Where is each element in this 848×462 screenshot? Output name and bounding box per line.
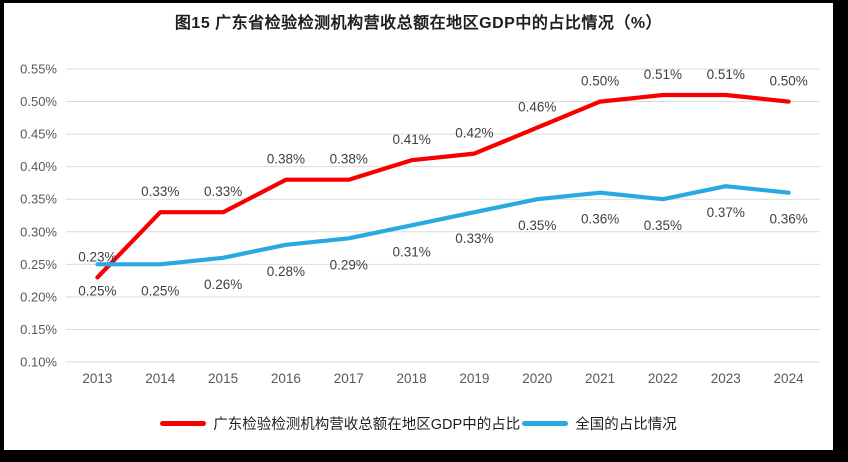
data-label: 0.25% <box>78 283 116 298</box>
data-label: 0.50% <box>581 74 619 89</box>
data-label: 0.42% <box>455 126 493 141</box>
series-line-guangdong <box>95 92 791 280</box>
data-label: 0.33% <box>455 231 493 246</box>
data-label: 0.29% <box>330 257 368 272</box>
y-tick-label: 0.55% <box>20 62 57 77</box>
data-label: 0.36% <box>581 212 619 227</box>
data-label: 0.23% <box>78 249 116 264</box>
x-tick-label: 2015 <box>208 371 238 386</box>
chart-legend: 广东检验检测机构营收总额在地区GDP中的占比 全国的占比情况 <box>4 409 833 437</box>
y-tick-label: 0.10% <box>20 355 57 370</box>
chart-title: 图15 广东省检验检测机构营收总额在地区GDP中的占比情况（%） <box>174 15 663 32</box>
x-tick-label: 2018 <box>397 371 427 386</box>
y-tick-label: 0.20% <box>20 289 57 304</box>
x-tick-label: 2022 <box>648 371 678 386</box>
x-tick-label: 2016 <box>271 371 301 386</box>
legend-item-national: 全国的占比情况 <box>522 413 677 434</box>
y-tick-label: 0.30% <box>20 224 57 239</box>
y-tick-label: 0.15% <box>20 322 57 337</box>
legend-item-guangdong: 广东检验检测机构营收总额在地区GDP中的占比 <box>160 413 520 434</box>
legend-label-guangdong: 广东检验检测机构营收总额在地区GDP中的占比 <box>213 416 521 433</box>
data-label: 0.35% <box>518 218 556 233</box>
x-tick-label: 2019 <box>459 371 489 386</box>
data-label: 0.46% <box>518 100 556 115</box>
x-tick-label: 2017 <box>334 371 364 386</box>
x-tick-label: 2021 <box>585 371 615 386</box>
data-label: 0.26% <box>204 277 242 292</box>
x-tick-label: 2023 <box>711 371 741 386</box>
y-tick-label: 0.35% <box>20 192 57 207</box>
chart-frame <box>4 3 833 450</box>
data-label: 0.36% <box>769 212 807 227</box>
data-label: 0.25% <box>141 283 179 298</box>
legend-line-sample-blue-icon <box>522 420 569 426</box>
data-label: 0.38% <box>267 152 305 167</box>
legend-label-national: 全国的占比情况 <box>575 416 677 433</box>
data-label: 0.31% <box>392 244 430 259</box>
y-tick-label: 0.40% <box>20 159 57 174</box>
data-label: 0.33% <box>204 184 242 199</box>
series-line-national <box>95 184 791 267</box>
data-label: 0.33% <box>141 184 179 199</box>
data-label: 0.41% <box>392 132 430 147</box>
data-label: 0.38% <box>330 152 368 167</box>
data-label: 0.37% <box>707 205 745 220</box>
y-tick-label: 0.25% <box>20 257 57 272</box>
legend-line-sample-red-icon <box>160 420 207 426</box>
data-label: 0.51% <box>707 67 745 82</box>
y-tick-label: 0.50% <box>20 94 57 109</box>
data-label: 0.50% <box>769 74 807 89</box>
y-tick-label: 0.45% <box>20 127 57 142</box>
x-tick-label: 2013 <box>82 371 112 386</box>
x-tick-label: 2020 <box>522 371 552 386</box>
x-tick-label: 2014 <box>145 371 176 386</box>
data-label: 0.28% <box>267 264 305 279</box>
x-tick-label: 2024 <box>774 371 805 386</box>
data-label: 0.35% <box>644 218 682 233</box>
data-label: 0.51% <box>644 67 682 82</box>
